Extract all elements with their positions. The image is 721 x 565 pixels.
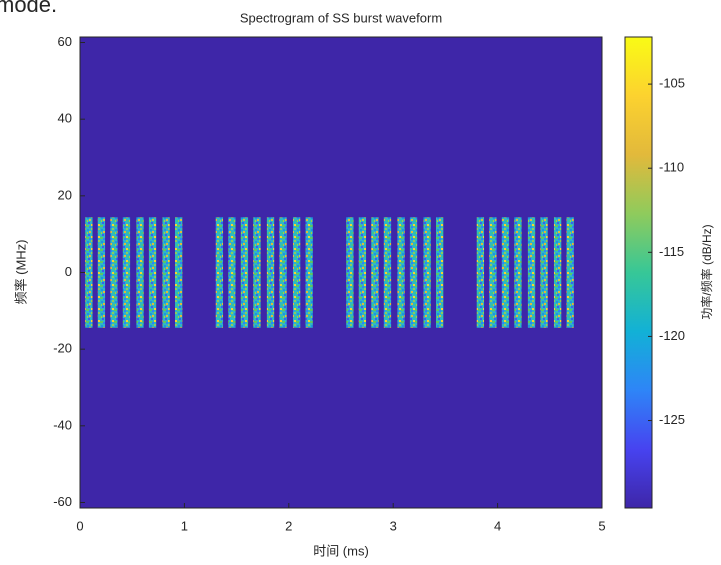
burst [514,217,522,328]
colorbar-tick-label: -110 [659,160,684,175]
x-tick-label: 0 [76,518,83,533]
colorbar-tick-label: -120 [659,328,685,343]
burst [540,217,548,328]
y-tick-label: -20 [53,341,72,356]
x-tick-label: 4 [494,518,501,533]
burst [279,217,287,328]
burst [162,217,170,328]
burst [397,217,405,328]
colorbar-tick-label: -115 [659,244,684,259]
chart-title: Spectrogram of SS burst waveform [240,10,442,25]
burst [266,217,275,328]
y-tick-label: -60 [53,494,72,509]
x-tick-label: 3 [390,518,397,533]
burst [175,217,183,328]
burst [148,217,157,328]
colorbar-tick-label: -105 [659,76,685,91]
burst [566,217,574,328]
y-axis-label: 频率 (MHz) [13,240,28,305]
x-tick-label: 1 [181,518,188,533]
y-tick-label: 0 [65,264,72,279]
y-tick-label: -40 [53,417,72,432]
x-tick-label: 2 [285,518,292,533]
burst [85,217,93,328]
burst [292,217,301,328]
burst [136,217,144,328]
y-tick-label: 60 [58,34,72,49]
colorbar-label: 功率/频率 (dB/Hz) [699,224,714,319]
x-tick-label: 5 [598,518,605,533]
colorbar-tick-label: -125 [659,412,685,427]
burst [371,217,379,328]
burst [409,217,418,328]
burst [527,217,536,328]
y-tick-label: 20 [58,187,72,202]
burst [122,217,131,328]
plot-background [80,37,602,508]
context-text: mode. [0,0,57,17]
x-axis-label: 时间 (ms) [313,543,369,558]
burst [110,217,118,328]
burst [228,217,236,328]
colorbar [624,36,653,509]
burst [436,217,444,328]
burst [423,217,431,328]
burst [358,217,367,328]
burst [346,217,354,328]
burst [305,217,313,328]
burst [553,217,562,328]
burst [501,217,510,328]
burst [383,217,392,328]
burst [240,217,249,328]
burst [476,217,485,328]
burst [253,217,261,328]
burst [489,217,497,328]
burst [97,217,106,328]
burst [215,217,224,328]
y-tick-label: 40 [58,111,72,126]
